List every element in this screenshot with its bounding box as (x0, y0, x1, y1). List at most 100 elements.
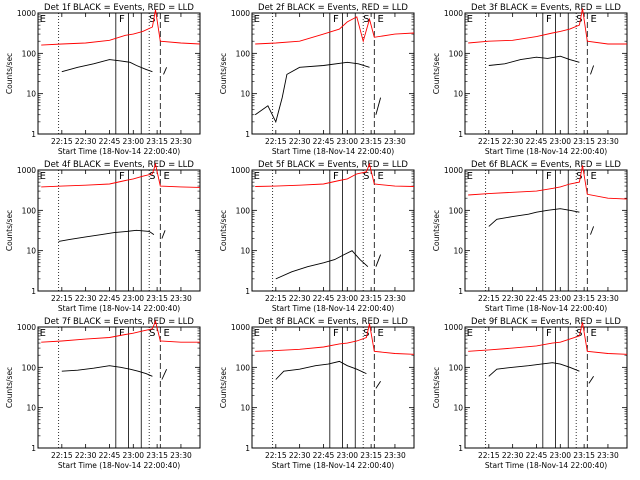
x-tick-label: 22:30 (289, 451, 311, 460)
panel-title: Det 9f BLACK = Events, RED = LLD (471, 317, 621, 327)
x-tick-label: 23:30 (384, 294, 406, 303)
x-tick-label: 22:15 (478, 451, 500, 460)
x-axis-label: Start Time (18-Nov-14 22:00:40) (272, 304, 394, 313)
event-marker: E (590, 328, 596, 339)
x-axis-label: Start Time (18-Nov-14 22:00:40) (58, 461, 180, 470)
x-tick-label: 23:15 (360, 137, 382, 146)
y-axis-label: Counts/sec (219, 210, 228, 251)
events-series-line (254, 61, 370, 124)
x-tick-label: 22:30 (75, 294, 97, 303)
event-marker: F (119, 171, 125, 182)
x-tick-label: 23:00 (549, 137, 571, 146)
x-tick-label: 22:15 (51, 294, 73, 303)
y-tick-label: 1 (31, 130, 36, 139)
x-tick-label: 22:30 (502, 137, 524, 146)
y-axis-label: Counts/sec (5, 367, 14, 408)
x-tick-label: 22:15 (51, 137, 73, 146)
y-tick-label: 1000 (444, 166, 463, 175)
event-marker: S (576, 171, 582, 182)
event-marker: S (363, 171, 369, 182)
lld-series-line (41, 319, 200, 343)
x-tick-label: 22:45 (313, 137, 335, 146)
event-marker: E (163, 328, 169, 339)
x-tick-label: 23:15 (360, 451, 382, 460)
y-tick-label: 100 (236, 206, 251, 215)
event-marker: E (467, 171, 473, 182)
y-tick-label: 100 (22, 206, 37, 215)
x-tick-label: 23:00 (336, 451, 358, 460)
x-tick-label: 23:00 (549, 451, 571, 460)
y-axis-label: Counts/sec (432, 367, 441, 408)
event-marker: E (467, 14, 473, 25)
detector-panel: Det 8f BLACK = Events, RED = LLD 1 10 100 10… (219, 317, 415, 470)
event-marker: F (333, 328, 339, 339)
lld-series-line (468, 322, 628, 355)
y-axis-label: Counts/sec (5, 210, 14, 251)
y-tick-label: 10 (453, 247, 463, 256)
y-tick-label: 1000 (444, 323, 463, 332)
panel-title: Det 3f BLACK = Events, RED = LLD (471, 3, 621, 13)
panel-title: Det 1f BLACK = Events, RED = LLD (44, 3, 194, 13)
x-tick-label: 23:15 (573, 137, 595, 146)
y-tick-label: 10 (26, 90, 36, 99)
x-tick-label: 23:30 (597, 294, 619, 303)
events-series-line (488, 55, 580, 66)
y-tick-label: 10 (26, 404, 36, 413)
x-tick-label: 23:00 (122, 137, 144, 146)
y-tick-label: 10 (453, 404, 463, 413)
detector-panel: Det 7f BLACK = Events, RED = LLD 1 10 100 10… (5, 317, 201, 470)
y-tick-label: 1 (458, 287, 463, 296)
panel-title: Det 8f BLACK = Events, RED = LLD (258, 317, 408, 327)
panel-title: Det 4f BLACK = Events, RED = LLD (44, 160, 194, 170)
y-tick-label: 1 (458, 130, 463, 139)
x-tick-label: 23:00 (549, 294, 571, 303)
detector-panel: Det 4f BLACK = Events, RED = LLD 1 10 100 10… (5, 160, 201, 313)
events-series-line (375, 254, 382, 267)
y-tick-label: 1 (31, 287, 36, 296)
event-marker: E (377, 171, 383, 182)
x-tick-label: 23:00 (122, 294, 144, 303)
events-series-line (590, 65, 595, 75)
x-tick-label: 23:15 (146, 451, 168, 460)
x-tick-label: 23:15 (146, 137, 168, 146)
event-marker: E (40, 14, 46, 25)
panel-title: Det 7f BLACK = Events, RED = LLD (44, 317, 194, 327)
x-tick-label: 23:30 (170, 294, 192, 303)
x-tick-label: 22:15 (478, 137, 500, 146)
x-tick-label: 23:15 (360, 294, 382, 303)
lld-series-line (41, 9, 201, 46)
y-tick-label: 10 (453, 90, 463, 99)
plot-frame (251, 169, 415, 292)
detector-panel: Det 1f BLACK = Events, RED = LLD 1 10 100 10… (5, 3, 201, 156)
event-marker: E (40, 328, 46, 339)
events-series-line (488, 208, 580, 227)
y-axis-label: Counts/sec (432, 210, 441, 251)
x-tick-label: 23:15 (573, 451, 595, 460)
events-series-line (275, 360, 367, 380)
plot-frame (464, 326, 628, 449)
event-marker: S (149, 171, 155, 182)
events-series-line (61, 365, 153, 377)
event-marker: F (546, 14, 552, 25)
event-marker: E (590, 171, 596, 182)
x-tick-label: 23:30 (170, 137, 192, 146)
event-marker: F (333, 171, 339, 182)
x-tick-label: 22:15 (265, 294, 287, 303)
plot-frame (37, 12, 201, 135)
panel-title: Det 2f BLACK = Events, RED = LLD (258, 3, 408, 13)
x-tick-label: 22:45 (313, 451, 335, 460)
y-tick-label: 1000 (231, 166, 250, 175)
event-marker: E (590, 14, 596, 25)
x-tick-label: 22:45 (99, 451, 121, 460)
panel-title: Det 6f BLACK = Events, RED = LLD (471, 160, 621, 170)
lld-series-line (255, 16, 415, 45)
x-tick-label: 22:30 (75, 137, 97, 146)
event-marker: S (576, 328, 582, 339)
event-marker: E (254, 14, 260, 25)
lld-series-line (255, 323, 415, 355)
events-series-line (61, 59, 153, 73)
x-tick-label: 23:30 (384, 137, 406, 146)
x-axis-label: Start Time (18-Nov-14 22:00:40) (485, 147, 607, 156)
lld-series-line (468, 8, 627, 45)
x-axis-label: Start Time (18-Nov-14 22:00:40) (58, 304, 180, 313)
